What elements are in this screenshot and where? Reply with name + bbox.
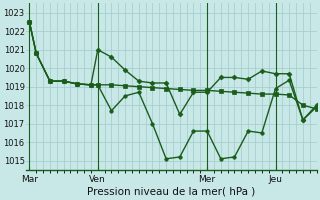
X-axis label: Pression niveau de la mer( hPa ): Pression niveau de la mer( hPa ): [87, 187, 255, 197]
